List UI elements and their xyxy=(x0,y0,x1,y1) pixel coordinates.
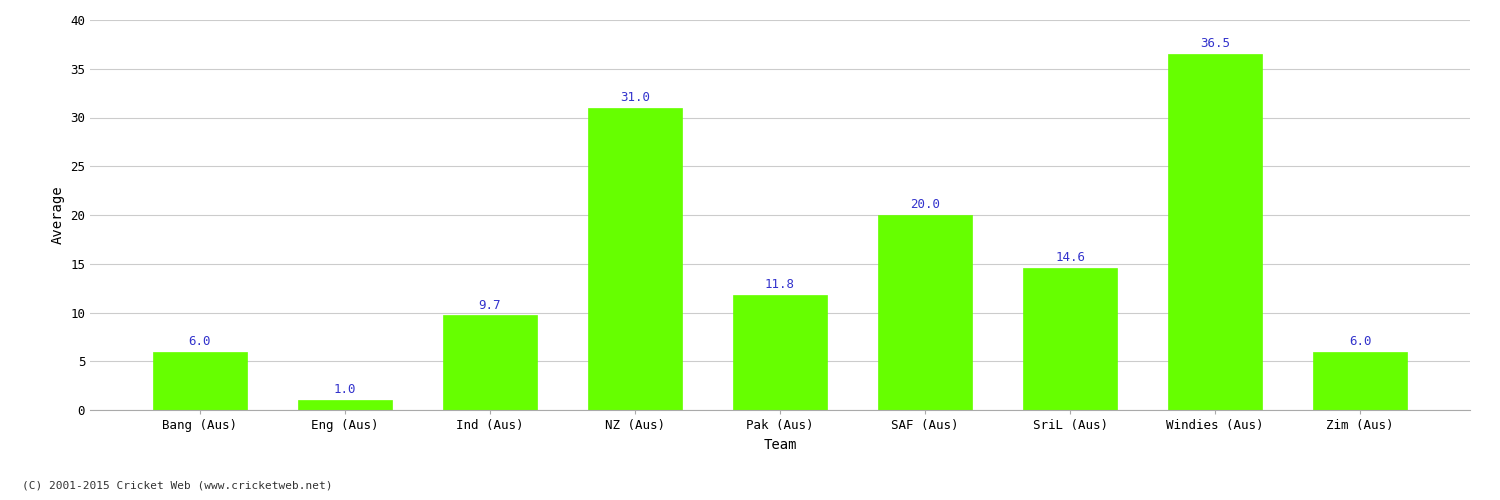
Text: 9.7: 9.7 xyxy=(478,298,501,312)
Bar xyxy=(153,352,248,410)
Bar xyxy=(734,295,827,410)
Bar xyxy=(588,108,682,410)
Text: 6.0: 6.0 xyxy=(189,334,211,347)
Bar xyxy=(1168,54,1262,410)
Y-axis label: Average: Average xyxy=(51,186,64,244)
Text: 31.0: 31.0 xyxy=(620,91,650,104)
Text: 6.0: 6.0 xyxy=(1348,334,1371,347)
Bar xyxy=(1023,268,1118,410)
Bar xyxy=(298,400,392,410)
Text: (C) 2001-2015 Cricket Web (www.cricketweb.net): (C) 2001-2015 Cricket Web (www.cricketwe… xyxy=(22,480,333,490)
Text: 1.0: 1.0 xyxy=(333,384,356,396)
Bar xyxy=(442,316,537,410)
X-axis label: Team: Team xyxy=(764,438,796,452)
Text: 20.0: 20.0 xyxy=(910,198,940,211)
Text: 11.8: 11.8 xyxy=(765,278,795,291)
Text: 14.6: 14.6 xyxy=(1054,251,1084,264)
Bar xyxy=(1312,352,1407,410)
Text: 36.5: 36.5 xyxy=(1200,37,1230,50)
Bar xyxy=(878,215,972,410)
